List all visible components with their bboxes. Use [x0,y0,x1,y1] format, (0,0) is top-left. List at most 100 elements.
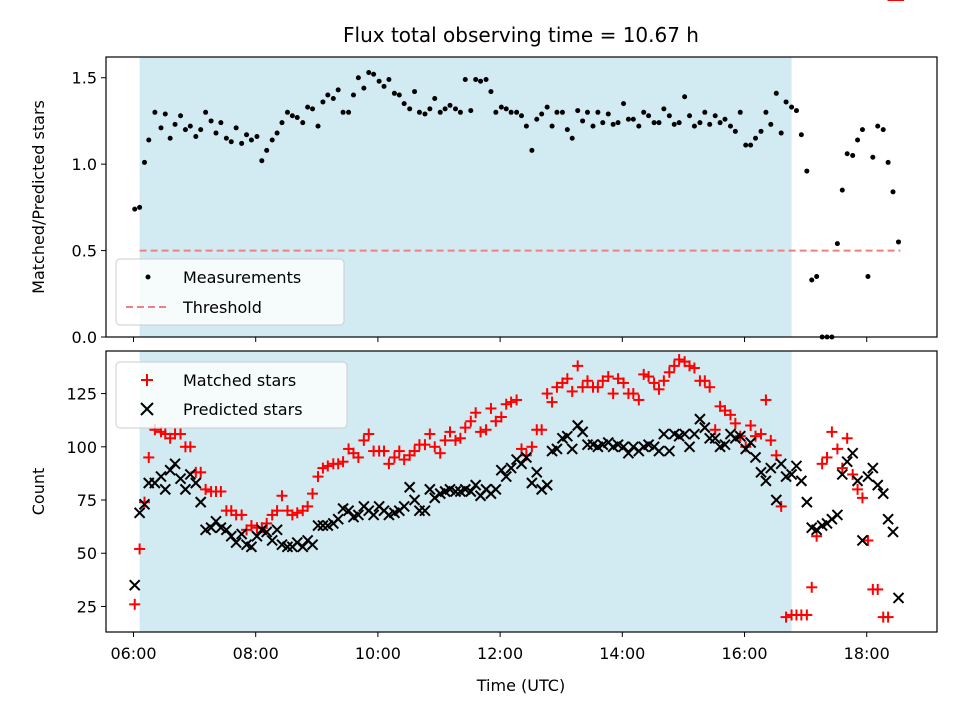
measurement-point [503,106,509,112]
matched-star-point [383,458,395,470]
count-panel: 25 50 75 100 125 06:00 08:00 10:00 12:00 14:00 16… [29,0,938,695]
measurement-point [152,109,158,115]
measurement-point [859,127,865,133]
measurement-point [320,99,326,105]
matched-star-point [831,443,843,455]
measurement-point [366,70,372,76]
predicted-star-point [230,536,242,549]
predicted-star-point [887,526,899,538]
measurement-point [691,123,697,129]
predicted-star-point [801,496,813,508]
measurement-point [422,111,428,117]
measurement-point [539,111,545,117]
measurement-point [233,125,239,131]
measurement-point [534,116,540,122]
matched-star-point [592,381,604,393]
measurement-point [605,111,611,117]
measurement-point [462,76,468,82]
predicted-star-point [622,447,635,459]
measurement-point [519,113,524,119]
predicted-star-point [129,579,141,591]
measurement-point [564,127,570,133]
measurement-point [870,154,876,160]
predicted-star-point [465,485,477,498]
measurement-point [294,114,300,120]
matched-star-point [317,462,329,474]
predicted-star-point [155,470,167,483]
predicted-star-point [342,504,355,517]
matched-star-point [745,420,757,432]
matched-star-point [276,490,288,502]
matched-star-point [755,428,767,440]
predicted-star-point [740,443,752,455]
y-tick-label: 125 [66,385,97,404]
measurement-point [315,123,321,129]
predicted-star-point [469,479,482,491]
matched-star-point [480,424,492,436]
y-tick-label: 0.0 [72,328,97,347]
measurement-point [559,109,565,115]
x-axis-label: Time (UTC) [476,676,565,695]
measurement-points [132,70,902,340]
measurement-point [244,132,250,138]
matched-star-point [882,611,894,623]
measurement-point [493,109,499,115]
predicted-star-point [169,458,181,470]
matched-star-point [856,492,868,504]
matched-star-point [424,428,436,440]
measurement-point [274,130,280,136]
predicted-star-point [709,432,721,444]
ratio-panel-frame [105,56,938,338]
predicted-star-point [734,430,746,442]
y-tick-label: 1.5 [72,69,97,88]
matched-star-point [750,430,762,442]
predicted-star-point [398,500,410,513]
measurement-point [198,127,204,133]
measurement-point [783,99,789,105]
matched-star-point [648,377,660,389]
predicted-star-point [795,475,808,487]
matched-star-point [526,441,538,453]
predicted-star-point [744,436,757,449]
matched-star-point [271,505,283,517]
y-tick-label: 0.5 [72,242,97,261]
matched-star-point [291,507,303,519]
matched-star-point [236,509,248,521]
predicted-star-point [617,441,630,453]
matched-star-point [765,434,777,446]
measurement-point [416,109,422,115]
measurement-point [508,109,514,115]
measurement-point [146,137,152,143]
measurement-point [254,134,260,140]
matched-star-point [566,385,578,397]
measurement-point [549,123,555,129]
measurement-point [875,123,881,129]
predicted-star-point [190,477,202,489]
measurement-point [141,159,147,165]
predicted-star-point [658,428,670,440]
measurement-point [523,123,529,129]
predicted-star-point [663,445,676,457]
x-tick-label: 16:00 [721,644,767,663]
matched-star-point [847,468,859,480]
predicted-star-point [719,438,731,451]
measurement-point [844,151,850,157]
matched-star-point [633,394,645,406]
matched-star-point [450,434,462,446]
predicted-star-point [520,451,533,464]
measurement-point [885,159,891,165]
predicted-star-point [551,443,563,455]
predicted-star-point [312,519,324,532]
measurement-point [682,94,688,100]
predicted-star-point [755,466,767,479]
predicted-star-point [297,541,309,553]
measurement-point [646,113,652,119]
matched-star-point [307,488,319,500]
measurement-point [850,153,856,159]
measurement-point [248,137,254,143]
predicted-star-point [174,473,187,485]
matched-star-point [546,396,558,408]
matched-star-point [572,360,584,372]
measurement-point [778,130,784,136]
predicted-star-point [205,521,217,534]
